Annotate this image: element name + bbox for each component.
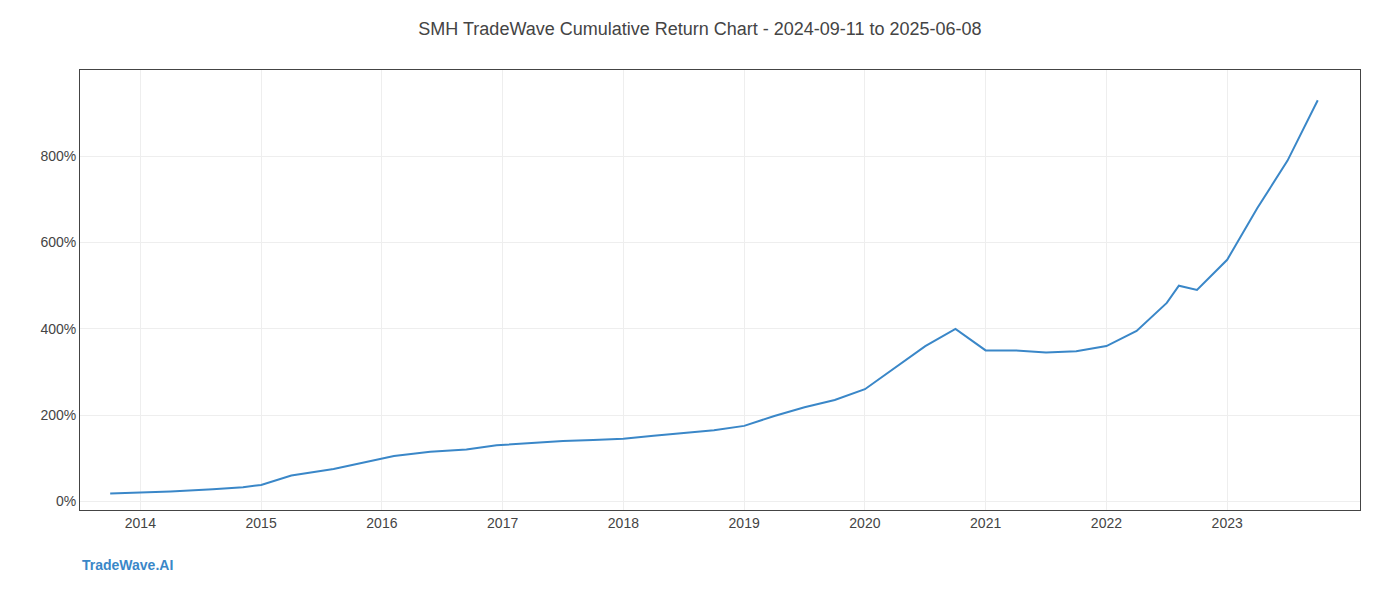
svg-text:2021: 2021 (970, 515, 1001, 531)
svg-text:2018: 2018 (608, 515, 639, 531)
svg-text:2015: 2015 (246, 515, 277, 531)
svg-text:SMH TradeWave Cumulative Retur: SMH TradeWave Cumulative Return Chart - … (418, 19, 981, 39)
svg-text:2016: 2016 (366, 515, 397, 531)
svg-text:2022: 2022 (1091, 515, 1122, 531)
svg-text:TradeWave.AI: TradeWave.AI (82, 557, 173, 573)
svg-text:2020: 2020 (849, 515, 880, 531)
svg-text:0%: 0% (56, 493, 76, 509)
svg-text:600%: 600% (40, 234, 76, 250)
svg-text:2014: 2014 (125, 515, 156, 531)
svg-text:200%: 200% (40, 407, 76, 423)
svg-text:2023: 2023 (1212, 515, 1243, 531)
svg-text:800%: 800% (40, 148, 76, 164)
svg-text:2017: 2017 (487, 515, 518, 531)
svg-text:400%: 400% (40, 321, 76, 337)
svg-text:2019: 2019 (729, 515, 760, 531)
